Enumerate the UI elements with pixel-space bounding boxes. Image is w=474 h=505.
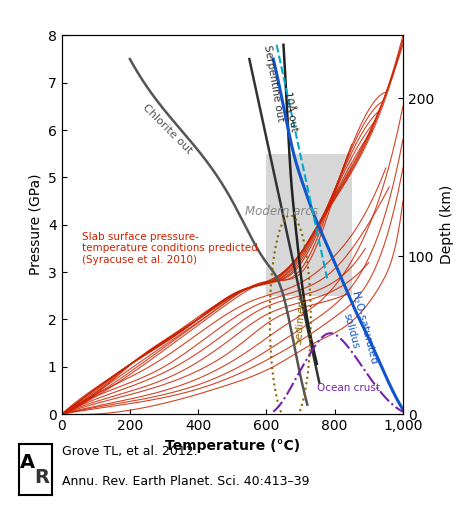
Text: Slab surface pressure-
temperature conditions predicted
(Syracuse et al. 2010): Slab surface pressure- temperature condi… bbox=[82, 232, 258, 265]
Text: H$_2$O-saturated
solidus: H$_2$O-saturated solidus bbox=[337, 289, 381, 369]
Text: Serpentine out: Serpentine out bbox=[262, 44, 285, 123]
Text: Chlorite out: Chlorite out bbox=[141, 103, 194, 156]
Text: Annu. Rev. Earth Planet. Sci. 40:413–39: Annu. Rev. Earth Planet. Sci. 40:413–39 bbox=[62, 475, 309, 488]
X-axis label: Temperature (°C): Temperature (°C) bbox=[164, 438, 300, 452]
Bar bbox=[266, 154, 352, 296]
Text: Grove TL, et al. 2012.: Grove TL, et al. 2012. bbox=[62, 444, 197, 458]
Text: Ocean crust: Ocean crust bbox=[317, 383, 380, 393]
Y-axis label: Depth (km): Depth (km) bbox=[440, 185, 454, 264]
Text: Sediment: Sediment bbox=[293, 294, 308, 345]
Text: 10Å out: 10Å out bbox=[283, 90, 300, 132]
Text: R: R bbox=[35, 468, 50, 487]
Y-axis label: Pressure (GPa): Pressure (GPa) bbox=[28, 174, 42, 275]
Text: A: A bbox=[20, 452, 35, 472]
Text: Modern arcs: Modern arcs bbox=[245, 205, 318, 218]
